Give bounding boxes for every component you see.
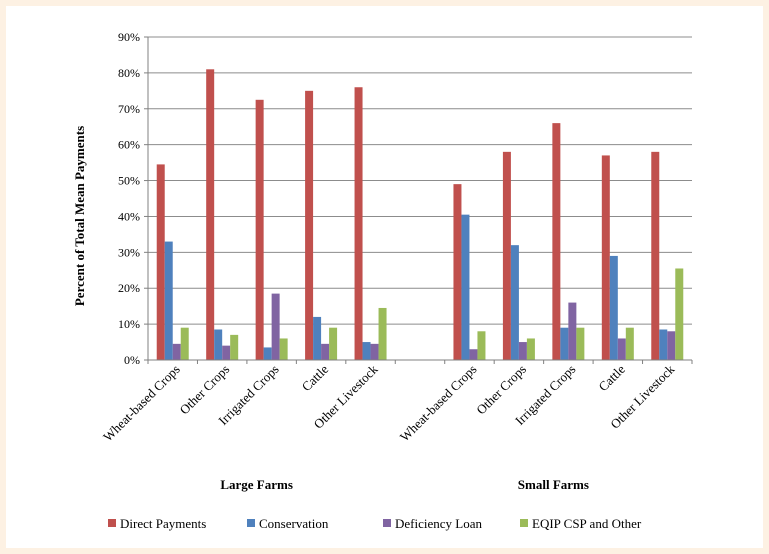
bar xyxy=(370,343,379,360)
x-tick-label: Wheat-based Crops xyxy=(100,362,183,445)
legend-swatch xyxy=(247,519,255,527)
legend-label: Deficiency Loan xyxy=(395,516,482,531)
bar xyxy=(354,87,363,360)
bars xyxy=(156,69,684,361)
grid xyxy=(148,36,692,325)
y-tick-label: 0% xyxy=(124,353,140,367)
legend-swatch xyxy=(383,519,391,527)
y-tick-label: 90% xyxy=(118,30,140,44)
bar xyxy=(651,151,660,360)
legend-swatch xyxy=(108,519,116,527)
bar xyxy=(617,338,626,360)
group-labels: Large Farms Small Farms xyxy=(220,477,589,492)
y-tick-label: 10% xyxy=(118,317,140,331)
bar xyxy=(568,302,577,360)
bar xyxy=(601,155,610,360)
bar xyxy=(206,69,215,361)
legend-label: Direct Payments xyxy=(120,516,206,531)
y-tick-label: 30% xyxy=(118,245,140,259)
bar xyxy=(526,338,535,360)
bar xyxy=(576,327,585,360)
bar xyxy=(172,343,181,360)
bar xyxy=(552,123,561,360)
bar xyxy=(675,268,684,360)
bar xyxy=(279,338,288,360)
bar xyxy=(378,307,387,360)
bar xyxy=(560,327,569,360)
chart-frame xyxy=(6,6,763,548)
x-tick-label: Wheat-based Crops xyxy=(397,362,480,445)
group-label: Large Farms xyxy=(220,477,293,492)
bar xyxy=(271,293,280,360)
bar xyxy=(255,99,264,361)
bar xyxy=(502,151,511,360)
bar xyxy=(518,342,527,360)
bar xyxy=(609,255,618,360)
bar xyxy=(156,164,165,360)
bar xyxy=(461,214,470,360)
bar xyxy=(313,316,322,360)
legend-label: Conservation xyxy=(259,516,329,531)
bar xyxy=(329,327,338,360)
legend: Direct Payments Conservation Deficiency Lo… xyxy=(108,516,642,531)
bar xyxy=(230,334,239,360)
y-tick-label: 50% xyxy=(118,174,140,188)
bar xyxy=(222,345,231,360)
bar xyxy=(453,184,462,360)
bar xyxy=(180,327,189,360)
bar xyxy=(469,349,478,360)
bar xyxy=(625,327,634,360)
y-tick-label: 60% xyxy=(118,138,140,152)
bar xyxy=(164,241,173,360)
y-axis-label: Percent of Total Mean Payments xyxy=(72,126,87,306)
x-tick-label: Cattle xyxy=(299,361,332,394)
y-tick-label: 70% xyxy=(118,102,140,116)
bar xyxy=(667,331,676,360)
legend-swatch xyxy=(520,519,528,527)
bar xyxy=(321,343,330,360)
bar xyxy=(510,245,519,360)
group-label: Small Farms xyxy=(518,477,589,492)
x-tick-label: Cattle xyxy=(595,361,628,394)
legend-label: EQIP CSP and Other xyxy=(532,516,642,531)
bar xyxy=(305,90,314,360)
bar xyxy=(263,347,272,360)
y-tick-label: 20% xyxy=(118,281,140,295)
y-axis: 0% 10% 20% 30% 40% 50% 60% 70% 80% 90% xyxy=(118,30,149,367)
bar xyxy=(659,329,668,360)
y-tick-label: 40% xyxy=(118,209,140,223)
bar xyxy=(362,342,371,360)
bar xyxy=(477,331,486,360)
bar xyxy=(214,329,223,360)
y-tick-label: 80% xyxy=(118,66,140,80)
